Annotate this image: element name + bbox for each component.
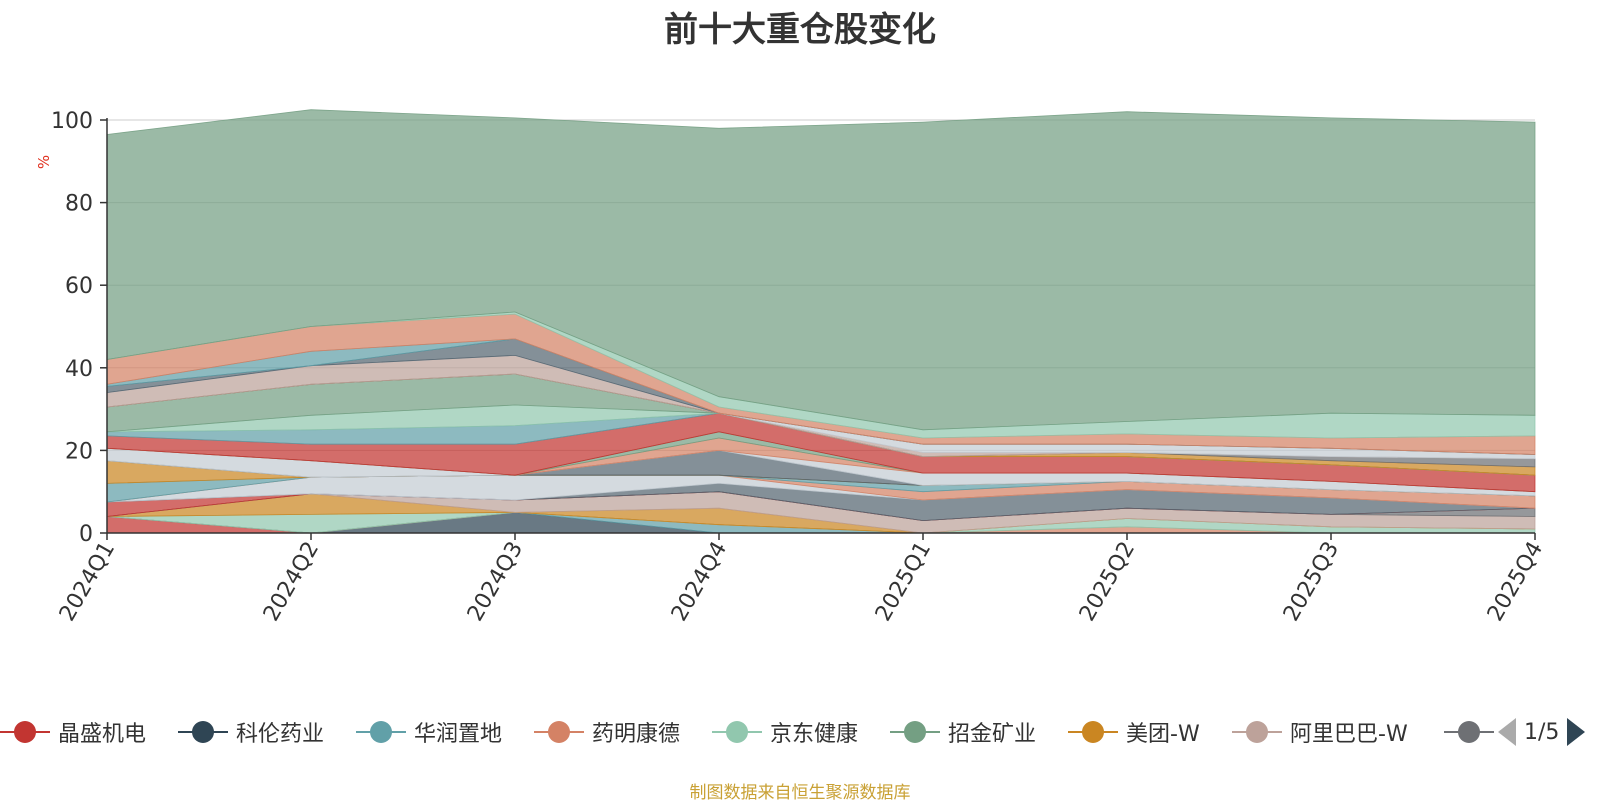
legend-item-1[interactable]: 晶盛机电 (0, 712, 146, 752)
legend-marker-icon (1068, 719, 1118, 745)
legend-item-2[interactable]: 科伦药业 (178, 712, 324, 752)
legend-marker-icon (890, 719, 940, 745)
x-tick-label: 2025Q1 (871, 538, 936, 626)
legend-marker-icon (0, 719, 50, 745)
y-tick-label: 0 (79, 522, 93, 547)
legend-marker-icon (178, 719, 228, 745)
legend-item-6[interactable]: 招金矿业 (890, 712, 1036, 752)
legend-item-7[interactable]: 美团-W (1068, 712, 1200, 752)
legend-marker-icon (1232, 719, 1282, 745)
legend-item-8[interactable]: 阿里巴巴-W (1232, 712, 1408, 752)
legend-label: 药明康德 (592, 722, 681, 747)
y-tick-label: 20 (65, 439, 93, 464)
data-source-note: 制图数据来自恒生聚源数据库 (689, 783, 911, 803)
legend-marker-icon (712, 719, 762, 745)
legend-label: 京东健康 (770, 722, 859, 747)
x-tick-label: 2024Q3 (463, 538, 528, 626)
legend-label: 美团-W (1126, 722, 1200, 747)
y-tick-label: 100 (51, 109, 93, 134)
legend-label: 招金矿业 (948, 722, 1037, 747)
y-tick-label: 60 (65, 274, 93, 299)
x-tick-label: 2025Q2 (1075, 538, 1140, 626)
legend-item-9[interactable] (1444, 712, 1494, 752)
x-tick-label: 2025Q4 (1483, 538, 1548, 626)
y-tick-label: 80 (65, 192, 93, 217)
area-series-layer (106, 109, 1536, 534)
legend-item-3[interactable]: 华润置地 (356, 712, 502, 752)
legend-marker-icon (356, 719, 406, 745)
chart-title: 前十大重仓股变化 (664, 10, 936, 50)
y-axis-unit-label: % (35, 155, 53, 169)
x-tick-label: 2024Q2 (259, 538, 324, 626)
legend-label: 阿里巴巴-W (1290, 722, 1408, 747)
legend: 晶盛机电 科伦药业 华润置地 药明康德 京东健康 招金矿业 美团-W 阿里巴巴-W (0, 712, 1600, 752)
y-tick-label: 40 (65, 357, 93, 382)
x-tick-label: 2025Q3 (1279, 538, 1344, 626)
legend-marker-icon (1444, 719, 1494, 745)
legend-label: 华润置地 (414, 722, 503, 747)
legend-prev-page-icon[interactable] (1498, 718, 1516, 746)
legend-item-4[interactable]: 药明康德 (534, 712, 680, 752)
stacked-area-chart: 0 20 40 60 80 100% 2024Q1 2024Q2 2024Q3 2024Q4 202… (35, 109, 1548, 626)
legend-marker-icon (534, 719, 584, 745)
x-tick-label: 2024Q1 (55, 538, 120, 626)
legend-pager: 1/5 (1498, 712, 1586, 752)
area-series-32[interactable] (106, 109, 1536, 431)
legend-page-indicator: 1/5 (1524, 719, 1560, 745)
x-tick-label: 2024Q4 (667, 538, 732, 626)
legend-label: 晶盛机电 (58, 722, 147, 747)
legend-label: 科伦药业 (236, 722, 325, 747)
legend-next-page-icon[interactable] (1567, 718, 1586, 746)
legend-item-5[interactable]: 京东健康 (712, 712, 858, 752)
